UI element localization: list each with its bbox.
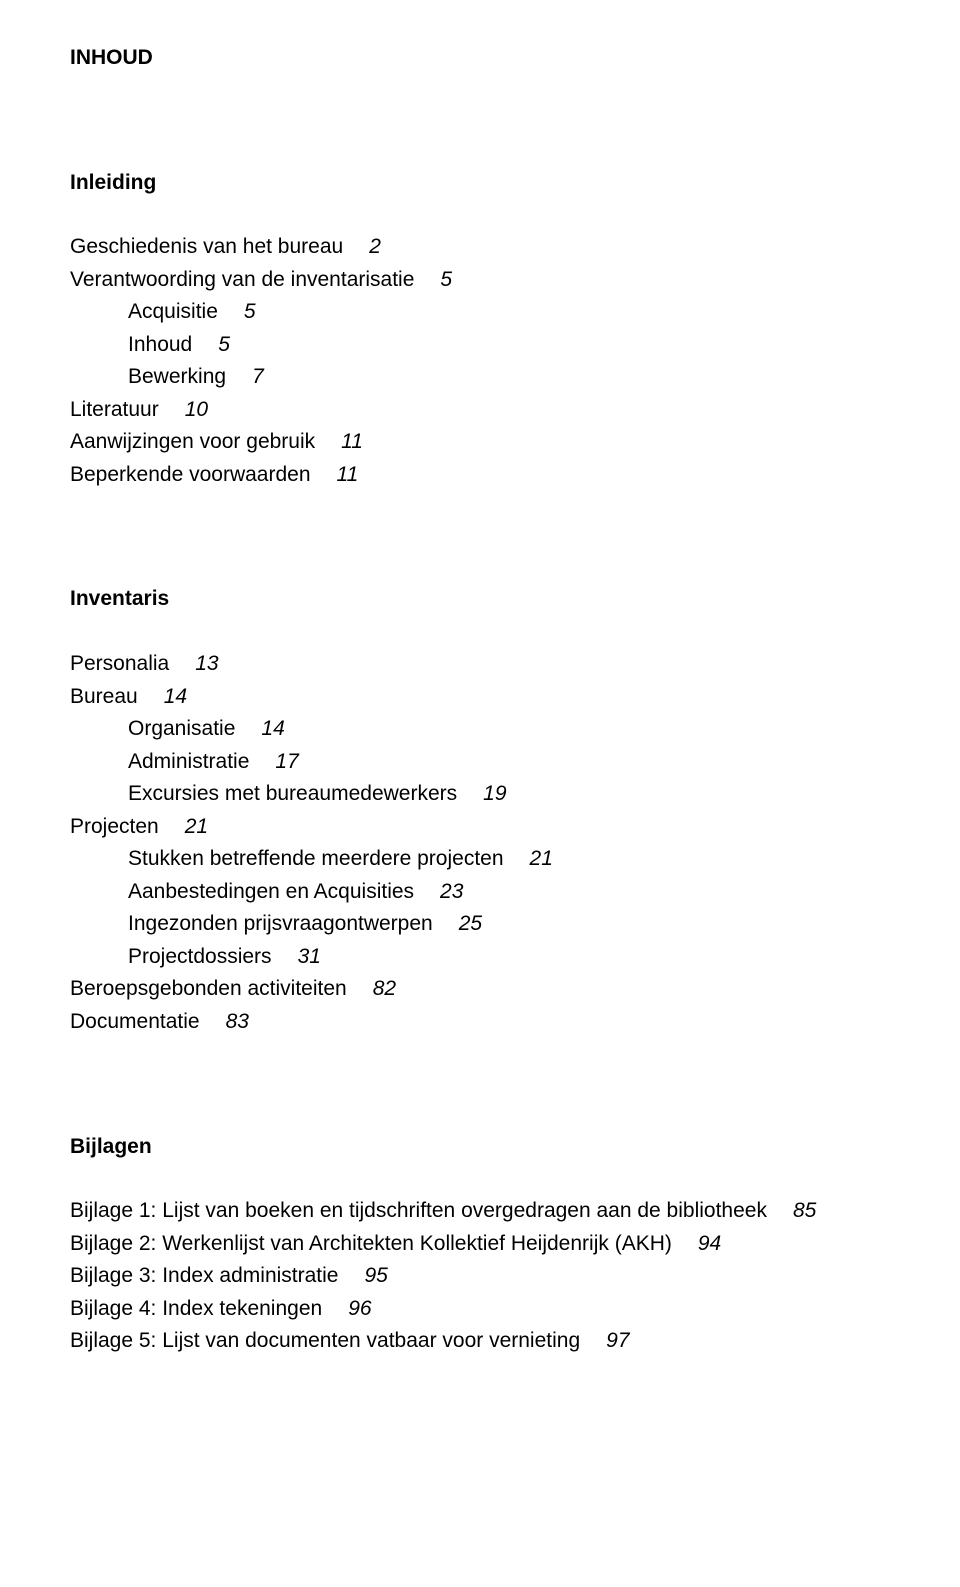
section-heading-inleiding: Inleiding <box>70 167 890 200</box>
toc-entry-page: 19 <box>483 782 506 805</box>
toc-entry-page: 7 <box>252 365 264 388</box>
toc-entry: Bijlage 3: Index administratie 95 <box>70 1260 890 1293</box>
toc-entry-page: 97 <box>606 1329 629 1352</box>
toc-entry-page: 11 <box>341 430 363 453</box>
toc-entry: Acquisitie 5 <box>70 296 890 329</box>
toc-entry-label: Acquisitie <box>128 300 218 323</box>
toc-entry-page: 10 <box>185 398 208 421</box>
toc-entry-page: 14 <box>261 717 284 740</box>
toc-entry-page: 31 <box>298 945 321 968</box>
toc-entry: Bijlage 4: Index tekeningen 96 <box>70 1293 890 1326</box>
toc-entry-page: 17 <box>275 750 298 773</box>
toc-entry: Bijlage 1: Lijst van boeken en tijdschri… <box>70 1195 890 1228</box>
toc-entry-label: Inhoud <box>128 333 192 356</box>
toc-entry-label: Beroepsgebonden activiteiten <box>70 977 347 1000</box>
toc-entry-page: 5 <box>218 333 230 356</box>
toc-entry-page: 95 <box>364 1264 387 1287</box>
toc-entry: Excursies met bureaumedewerkers 19 <box>70 778 890 811</box>
section-heading-bijlagen: Bijlagen <box>70 1131 890 1164</box>
toc-entry-label: Aanbestedingen en Acquisities <box>128 880 414 903</box>
spacer <box>70 1039 890 1131</box>
toc-entry-label: Organisatie <box>128 717 235 740</box>
toc-entry-label: Administratie <box>128 750 249 773</box>
toc-entry: Bewerking 7 <box>70 361 890 394</box>
toc-entry-label: Documentatie <box>70 1010 200 1033</box>
toc-entry-label: Personalia <box>70 652 169 675</box>
toc-entry-page: 85 <box>793 1199 816 1222</box>
toc-entry-label: Geschiedenis van het bureau <box>70 235 343 258</box>
toc-entry: Inhoud 5 <box>70 329 890 362</box>
spacer <box>70 491 890 583</box>
toc-entry-label: Ingezonden prijsvraagontwerpen <box>128 912 433 935</box>
toc-entry-page: 13 <box>195 652 218 675</box>
toc-entry: Aanbestedingen en Acquisities 23 <box>70 876 890 909</box>
toc-entry-label: Bureau <box>70 685 138 708</box>
spacer <box>70 616 890 648</box>
toc-entry-page: 96 <box>348 1297 371 1320</box>
toc-entry: Ingezonden prijsvraagontwerpen 25 <box>70 908 890 941</box>
toc-entry-page: 94 <box>698 1232 721 1255</box>
toc-section-inventaris: Personalia 13 Bureau 14 Organisatie 14 Adminis… <box>70 648 890 1039</box>
toc-entry-label: Bijlage 4: Index tekeningen <box>70 1297 322 1320</box>
toc-entry-label: Projectdossiers <box>128 945 272 968</box>
spacer <box>70 1163 890 1195</box>
toc-entry-label: Bijlage 2: Werkenlijst van Architekten K… <box>70 1232 672 1255</box>
toc-entry-label: Bijlage 3: Index administratie <box>70 1264 338 1287</box>
toc-entry-page: 21 <box>185 815 208 838</box>
toc-entry: Projectdossiers 31 <box>70 941 890 974</box>
toc-entry-label: Stukken betreffende meerdere projecten <box>128 847 504 870</box>
spacer <box>70 75 890 167</box>
spacer <box>70 199 890 231</box>
toc-entry-label: Excursies met bureaumedewerkers <box>128 782 457 805</box>
toc-entry: Organisatie 14 <box>70 713 890 746</box>
document-title: INHOUD <box>70 42 890 75</box>
toc-entry-label: Bewerking <box>128 365 226 388</box>
toc-entry-page: 25 <box>459 912 482 935</box>
toc-entry: Verantwoording van de inventarisatie 5 <box>70 264 890 297</box>
toc-entry: Geschiedenis van het bureau 2 <box>70 231 890 264</box>
toc-entry: Literatuur 10 <box>70 394 890 427</box>
toc-entry-page: 5 <box>244 300 256 323</box>
toc-entry-label: Aanwijzingen voor gebruik <box>70 430 315 453</box>
toc-entry-page: 82 <box>373 977 396 1000</box>
toc-section-bijlagen: Bijlage 1: Lijst van boeken en tijdschri… <box>70 1195 890 1358</box>
toc-entry-label: Projecten <box>70 815 159 838</box>
toc-entry: Administratie 17 <box>70 746 890 779</box>
toc-entry: Beperkende voorwaarden 11 <box>70 459 890 492</box>
toc-entry-label: Bijlage 5: Lijst van documenten vatbaar … <box>70 1329 580 1352</box>
toc-entry-page: 2 <box>369 235 381 258</box>
toc-entry: Bureau 14 <box>70 681 890 714</box>
toc-entry: Projecten 21 <box>70 811 890 844</box>
section-heading-inventaris: Inventaris <box>70 583 890 616</box>
toc-entry-page: 23 <box>440 880 463 903</box>
toc-entry-page: 83 <box>226 1010 249 1033</box>
toc-entry-page: 21 <box>530 847 553 870</box>
toc-entry: Beroepsgebonden activiteiten 82 <box>70 973 890 1006</box>
toc-entry-label: Beperkende voorwaarden <box>70 463 311 486</box>
toc-entry-page: 11 <box>337 463 359 486</box>
toc-entry: Bijlage 5: Lijst van documenten vatbaar … <box>70 1325 890 1358</box>
toc-entry-page: 14 <box>164 685 187 708</box>
toc-entry: Personalia 13 <box>70 648 890 681</box>
toc-section-inleiding: Geschiedenis van het bureau 2 Verantwoordi… <box>70 231 890 491</box>
toc-entry: Stukken betreffende meerdere projecten 21 <box>70 843 890 876</box>
toc-entry: Documentatie 83 <box>70 1006 890 1039</box>
toc-entry-label: Verantwoording van de inventarisatie <box>70 268 414 291</box>
toc-entry-label: Literatuur <box>70 398 159 421</box>
toc-entry: Aanwijzingen voor gebruik 11 <box>70 426 890 459</box>
toc-entry: Bijlage 2: Werkenlijst van Architekten K… <box>70 1228 890 1261</box>
toc-entry-page: 5 <box>440 268 452 291</box>
toc-entry-label: Bijlage 1: Lijst van boeken en tijdschri… <box>70 1199 767 1222</box>
